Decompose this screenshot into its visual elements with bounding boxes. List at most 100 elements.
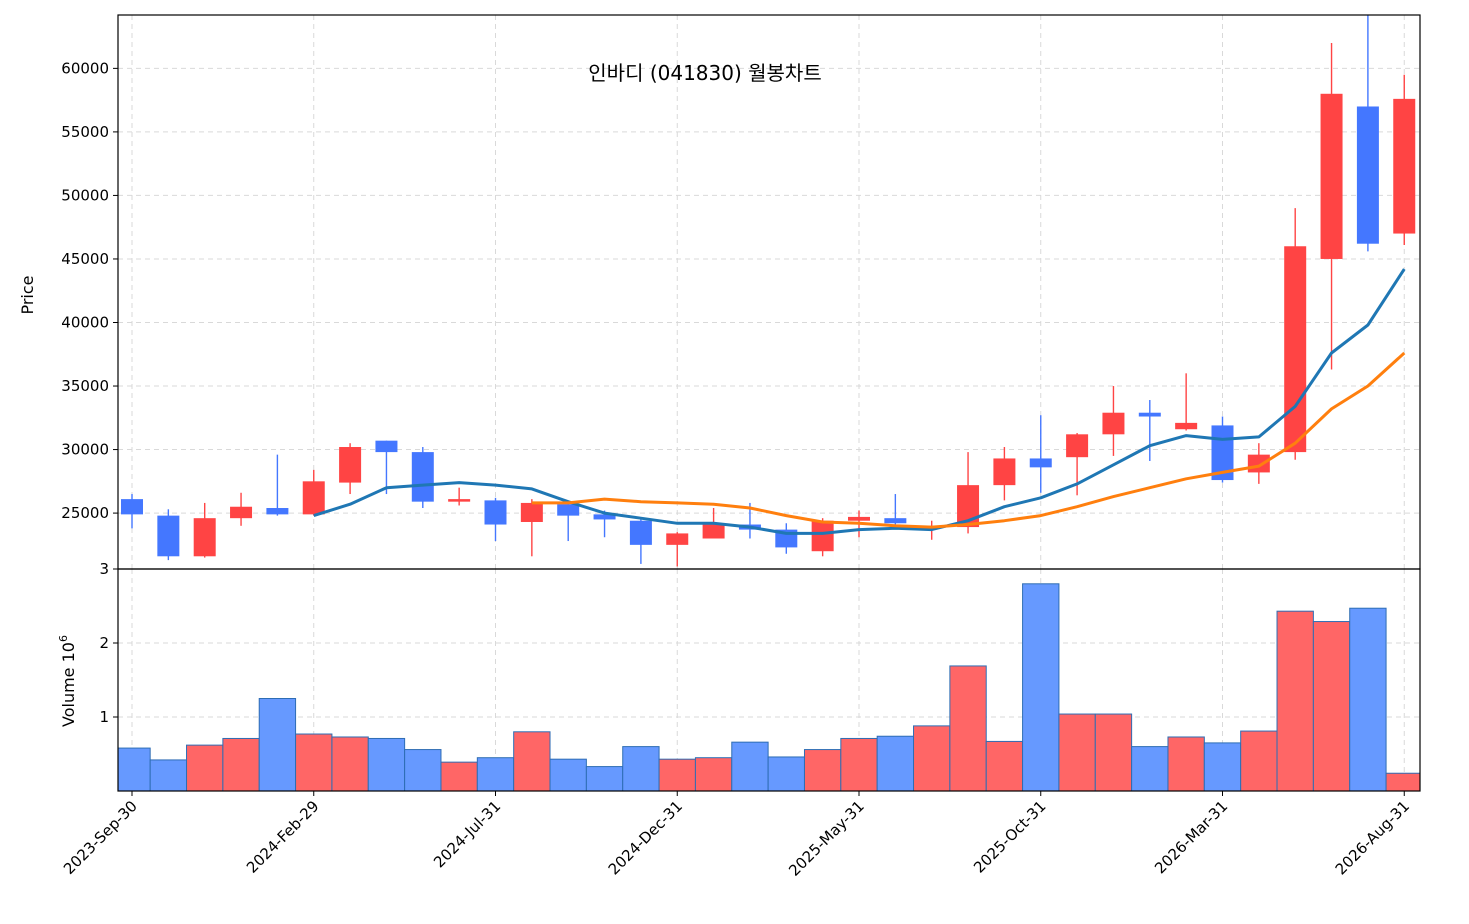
volume-bar-down (1022, 583, 1060, 792)
volume-bar-up (985, 740, 1024, 792)
volume-bar-up (222, 737, 260, 792)
volume-bar-up (1167, 736, 1205, 792)
candle-body-down (1029, 458, 1052, 468)
price-tick-label: 30000 (61, 441, 109, 459)
volume-bar-up (658, 758, 696, 792)
candle-body-up (193, 518, 216, 557)
candle-body-down (266, 508, 289, 515)
volume-axis-label-base: 10 (59, 642, 78, 662)
volume-bar-down (367, 737, 406, 792)
volume-tick-label: 1 (99, 708, 109, 726)
candle-body-up (811, 520, 834, 552)
candle-body-up (1102, 412, 1125, 435)
date-tick-label: 2024-Jul-31 (430, 797, 504, 871)
volume-tick-label: 2 (99, 634, 109, 652)
volume-tick-label: 3 (99, 560, 109, 578)
candle-body-up (666, 533, 689, 545)
volume-bar-up (1276, 610, 1314, 792)
price-tick-label: 25000 (61, 504, 109, 522)
volume-bar-down (476, 757, 515, 792)
candle-body-down (1138, 412, 1161, 417)
candle-body-up (1247, 454, 1270, 473)
price-tick-label: 35000 (61, 377, 109, 395)
volume-bar-down (585, 766, 624, 792)
candle-body-down (593, 514, 616, 520)
candles (121, 15, 1416, 567)
candle-body-up (302, 481, 325, 515)
candle-body-down (557, 504, 580, 516)
candle-body-down (1356, 106, 1379, 244)
price-axis-label: Price (18, 275, 37, 314)
candle-body-up (848, 516, 870, 521)
volume-bar-up (803, 749, 842, 792)
candle-body-up (1393, 98, 1416, 234)
price-tick-label: 45000 (61, 250, 109, 268)
volume-bars (117, 583, 1421, 792)
volume-axis-label-exponent: 6 (57, 635, 70, 642)
candle-body-down (484, 500, 507, 525)
price-tick-label: 40000 (61, 313, 109, 331)
date-tick-label: 2023-Sep-30 (60, 797, 141, 878)
candle-body-down (411, 452, 434, 502)
volume-bar-up (186, 744, 224, 792)
volume-bar-down (258, 698, 297, 792)
volume-bar-up (513, 731, 551, 792)
volume-bar-down (622, 746, 660, 792)
volume-axis: 1 2 3 (99, 560, 118, 726)
volume-bar-up (694, 757, 733, 792)
volume-bar-up (1312, 621, 1351, 792)
moving-average-lines (313, 268, 1406, 535)
ma-long-line (531, 351, 1406, 529)
candle-body-down (884, 518, 907, 524)
candle-body-down (375, 440, 398, 453)
volume-bar-down (404, 749, 442, 792)
candle-body-up (520, 502, 543, 522)
candle-body-up (1284, 246, 1307, 453)
date-tick-label: 2026-Mar-31 (1151, 797, 1231, 877)
candle-body-up (1066, 434, 1089, 458)
volume-bar-up (840, 737, 878, 792)
candle-body-up (339, 447, 362, 483)
candle-body-up (448, 499, 471, 502)
date-tick-label: 2024-Dec-31 (605, 797, 686, 878)
candle-body-up (993, 458, 1016, 486)
volume-bar-up (1058, 713, 1096, 792)
candle-body-down (157, 515, 180, 557)
volume-bar-down (117, 747, 151, 792)
volume-bar-up (295, 733, 333, 792)
candle-body-up (702, 524, 725, 539)
chart-title: 인바디 (041830) 월봉차트 (588, 61, 821, 85)
price-tick-label: 55000 (61, 123, 109, 141)
volume-panel-frame (117, 568, 1421, 792)
volume-axis-label-text: Volume (59, 667, 78, 727)
volume-bar-up (331, 736, 369, 792)
ma-short-line (313, 268, 1406, 535)
volume-bar-down (549, 758, 587, 792)
volume-bar-down (731, 741, 769, 792)
date-tick-label: 2025-Oct-31 (970, 797, 1050, 877)
volume-bar-down (1349, 607, 1387, 792)
volume-bar-up (1094, 713, 1133, 792)
candle-body-down (629, 520, 652, 545)
volume-bar-down (1131, 746, 1169, 792)
date-axis: 2023-Sep-30 2024-Feb-29 2024-Jul-31 2024-De… (60, 791, 1413, 880)
candle-body-up (1320, 93, 1343, 259)
volume-bar-up (440, 761, 478, 792)
volume-bar-down (1203, 742, 1242, 792)
candle-body-up (957, 485, 980, 528)
price-tick-label: 50000 (61, 186, 109, 204)
date-tick-label: 2025-May-31 (785, 797, 868, 880)
volume-axis-label: Volume 106 (57, 635, 78, 727)
volume-bar-up (1385, 772, 1421, 792)
date-tick-label: 2024-Feb-29 (243, 797, 323, 877)
volume-bar-down (876, 735, 915, 792)
volume-bar-down (149, 759, 188, 792)
price-tick-label: 60000 (61, 59, 109, 77)
candle-body-up (1175, 422, 1198, 430)
volume-bar-down (767, 756, 805, 792)
candle-body-up (230, 506, 253, 519)
price-axis: 25000 30000 35000 40000 45000 50000 55000 60000 (61, 59, 118, 522)
volume-bar-up (1240, 730, 1278, 792)
date-tick-label: 2026-Aug-31 (1332, 797, 1413, 878)
